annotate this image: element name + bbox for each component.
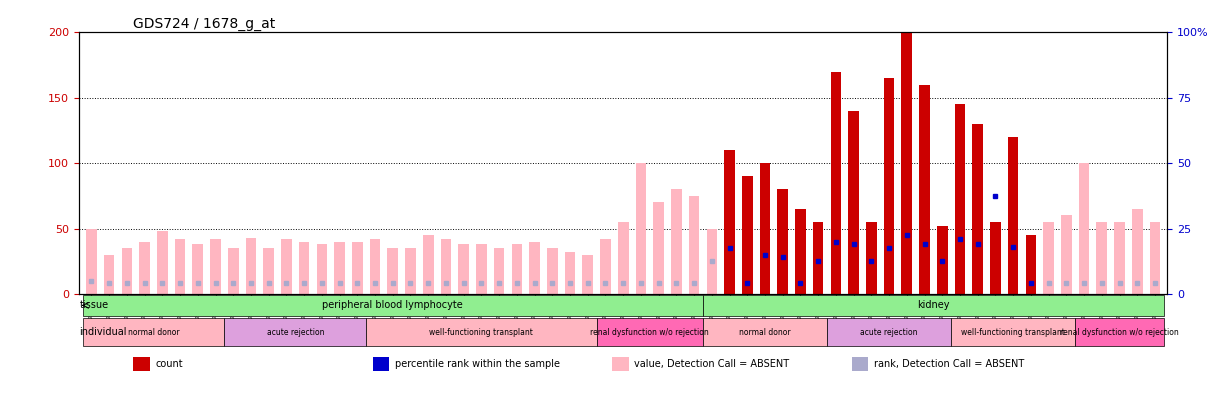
Text: individual: individual bbox=[79, 327, 126, 337]
FancyBboxPatch shape bbox=[83, 295, 703, 315]
FancyBboxPatch shape bbox=[1075, 318, 1164, 346]
Bar bbox=[316, 244, 327, 294]
Bar bbox=[653, 202, 664, 294]
Bar bbox=[636, 163, 646, 294]
Bar bbox=[134, 357, 150, 371]
FancyBboxPatch shape bbox=[703, 295, 1164, 315]
Text: kidney: kidney bbox=[917, 301, 950, 310]
FancyBboxPatch shape bbox=[597, 318, 703, 346]
Text: normal donor: normal donor bbox=[128, 328, 179, 337]
Bar bbox=[582, 255, 593, 294]
Text: count: count bbox=[156, 359, 182, 369]
Bar bbox=[405, 248, 416, 294]
Text: well-functioning transplant: well-functioning transplant bbox=[429, 328, 534, 337]
Text: GDS724 / 1678_g_at: GDS724 / 1678_g_at bbox=[134, 17, 276, 31]
FancyBboxPatch shape bbox=[83, 318, 225, 346]
Bar bbox=[440, 239, 451, 294]
Text: well-functioning transplant: well-functioning transplant bbox=[961, 328, 1065, 337]
Text: value, Detection Call = ABSENT: value, Detection Call = ABSENT bbox=[634, 359, 789, 369]
Bar bbox=[760, 163, 770, 294]
Bar bbox=[157, 231, 168, 294]
Text: peripheral blood lymphocyte: peripheral blood lymphocyte bbox=[322, 301, 463, 310]
Text: percentile rank within the sample: percentile rank within the sample bbox=[395, 359, 559, 369]
Bar bbox=[458, 244, 469, 294]
Bar bbox=[601, 239, 610, 294]
Bar bbox=[1114, 222, 1125, 294]
Bar bbox=[264, 248, 274, 294]
Bar bbox=[671, 189, 682, 294]
Bar bbox=[1132, 209, 1143, 294]
FancyBboxPatch shape bbox=[225, 318, 366, 346]
Bar bbox=[851, 357, 868, 371]
Bar bbox=[494, 248, 505, 294]
FancyBboxPatch shape bbox=[366, 318, 597, 346]
Bar bbox=[86, 228, 97, 294]
Text: renal dysfunction w/o rejection: renal dysfunction w/o rejection bbox=[591, 328, 709, 337]
Bar bbox=[725, 150, 734, 294]
Bar bbox=[547, 248, 558, 294]
Bar bbox=[618, 222, 629, 294]
Bar bbox=[795, 209, 806, 294]
Bar bbox=[334, 242, 345, 294]
Bar bbox=[901, 32, 912, 294]
FancyBboxPatch shape bbox=[951, 318, 1075, 346]
Bar bbox=[281, 239, 292, 294]
Bar bbox=[884, 78, 895, 294]
Bar bbox=[1043, 222, 1054, 294]
Bar bbox=[742, 176, 753, 294]
Bar bbox=[1062, 215, 1071, 294]
Bar bbox=[777, 189, 788, 294]
Bar bbox=[370, 239, 381, 294]
Bar bbox=[388, 248, 398, 294]
Bar bbox=[227, 248, 238, 294]
Text: renal dysfunction w/o rejection: renal dysfunction w/o rejection bbox=[1060, 328, 1178, 337]
Bar bbox=[192, 244, 203, 294]
Bar bbox=[423, 235, 434, 294]
Bar bbox=[140, 242, 150, 294]
Text: acute rejection: acute rejection bbox=[861, 328, 918, 337]
Bar bbox=[373, 357, 389, 371]
Text: acute rejection: acute rejection bbox=[266, 328, 323, 337]
Bar bbox=[688, 196, 699, 294]
Bar bbox=[477, 244, 486, 294]
FancyBboxPatch shape bbox=[703, 318, 827, 346]
Bar bbox=[706, 228, 717, 294]
Bar bbox=[812, 222, 823, 294]
Bar bbox=[210, 239, 221, 294]
Bar bbox=[564, 252, 575, 294]
Bar bbox=[831, 72, 841, 294]
Text: normal donor: normal donor bbox=[739, 328, 790, 337]
Bar bbox=[849, 111, 858, 294]
Bar bbox=[919, 85, 930, 294]
Bar bbox=[529, 242, 540, 294]
Bar bbox=[175, 239, 185, 294]
Bar bbox=[866, 222, 877, 294]
Bar bbox=[351, 242, 362, 294]
Bar bbox=[1008, 137, 1019, 294]
Bar bbox=[955, 104, 966, 294]
Bar bbox=[1025, 235, 1036, 294]
Bar bbox=[103, 255, 114, 294]
Text: tissue: tissue bbox=[79, 301, 108, 310]
Bar bbox=[990, 222, 1001, 294]
Bar bbox=[512, 244, 522, 294]
Bar bbox=[1097, 222, 1107, 294]
Bar bbox=[1079, 163, 1090, 294]
Bar bbox=[299, 242, 309, 294]
Bar bbox=[938, 226, 947, 294]
FancyBboxPatch shape bbox=[827, 318, 951, 346]
Bar bbox=[246, 238, 257, 294]
Bar bbox=[973, 124, 983, 294]
Bar bbox=[1149, 222, 1160, 294]
Text: rank, Detection Call = ABSENT: rank, Detection Call = ABSENT bbox=[873, 359, 1024, 369]
Bar bbox=[613, 357, 629, 371]
Bar bbox=[122, 248, 133, 294]
